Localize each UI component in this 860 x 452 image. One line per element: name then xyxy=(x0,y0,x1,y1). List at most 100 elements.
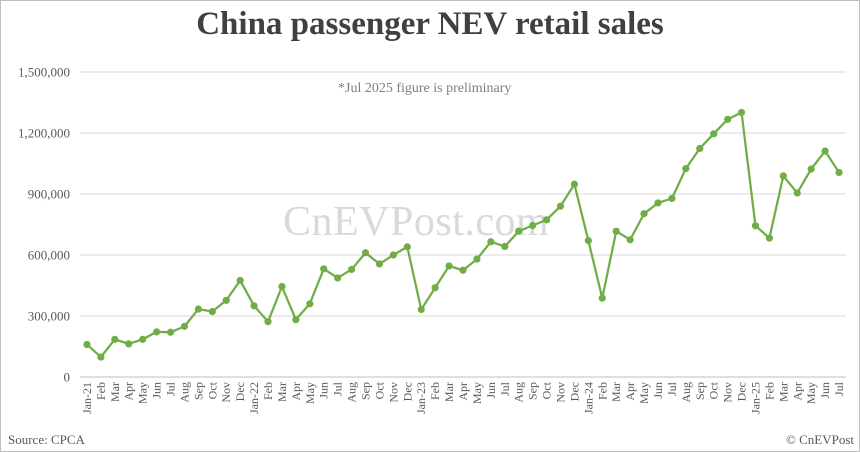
x-tick-label: Oct xyxy=(205,381,219,399)
x-tick-label: Aug xyxy=(177,382,191,403)
x-tick-label: May xyxy=(303,382,317,404)
data-point xyxy=(417,305,425,314)
x-tick-label: Oct xyxy=(707,381,721,399)
x-tick-label: Dec xyxy=(400,382,414,401)
data-point xyxy=(807,165,815,173)
data-point xyxy=(445,262,453,270)
gridlines xyxy=(80,71,846,378)
x-tick-label: Jan-25 xyxy=(748,382,762,414)
x-tick-label: Feb xyxy=(762,382,776,400)
x-tick-label: Dec xyxy=(567,382,581,401)
chart-annotation: *Jul 2025 figure is preliminary xyxy=(338,81,512,96)
data-point xyxy=(389,251,397,259)
x-tick-label: Sep xyxy=(191,382,205,400)
data-point xyxy=(306,300,314,308)
data-point xyxy=(250,302,258,310)
y-tick-label: 1,200,000 xyxy=(18,126,70,141)
x-tick-label: May xyxy=(470,382,484,404)
watermark: CnEVPost.com xyxy=(283,199,550,245)
data-point xyxy=(292,316,300,324)
x-tick-label: Jul xyxy=(164,381,178,396)
data-point xyxy=(668,194,676,203)
x-tick-label: Mar xyxy=(108,382,122,402)
data-point xyxy=(278,282,286,291)
y-axis-ticks: 0 300,000 600,000 900,000 1,200,000 1,500,000 xyxy=(18,65,70,385)
x-tick-label: May xyxy=(637,382,651,404)
x-tick-label: Aug xyxy=(345,382,359,403)
x-tick-label: Mar xyxy=(776,382,790,402)
data-point xyxy=(821,147,829,155)
data-point xyxy=(696,144,704,153)
data-point xyxy=(835,168,843,177)
data-point xyxy=(710,130,718,138)
series-line xyxy=(86,111,840,359)
data-point xyxy=(208,307,216,316)
data-point xyxy=(626,236,634,244)
x-tick-label: Feb xyxy=(261,382,275,400)
x-tick-label: Jun xyxy=(484,382,498,399)
x-tick-label: Mar xyxy=(275,382,289,402)
data-point xyxy=(166,328,175,336)
data-point xyxy=(334,274,342,282)
data-point xyxy=(403,243,411,251)
chart-title: China passenger NEV retail sales xyxy=(196,6,664,42)
y-tick-label: 600,000 xyxy=(28,248,70,263)
data-point xyxy=(598,294,606,302)
data-point xyxy=(556,202,565,210)
x-tick-label: Jan-23 xyxy=(414,382,428,414)
data-point xyxy=(737,108,746,117)
x-tick-label: Jul xyxy=(331,381,345,396)
series-points xyxy=(83,108,843,361)
x-tick-label: Feb xyxy=(428,382,442,400)
data-point xyxy=(264,318,272,326)
x-tick-label: Jan-22 xyxy=(247,382,261,414)
data-point xyxy=(515,227,523,235)
data-point xyxy=(125,340,133,348)
data-point xyxy=(654,199,662,207)
data-point xyxy=(765,234,774,242)
x-tick-label: Nov xyxy=(721,382,735,403)
x-tick-label: Jun xyxy=(150,382,164,399)
x-tick-label: Aug xyxy=(679,382,693,403)
x-tick-label: Dec xyxy=(233,382,247,401)
x-tick-label: Oct xyxy=(372,381,386,399)
x-tick-label: Mar xyxy=(442,382,456,402)
x-tick-label: Apr xyxy=(289,382,303,401)
x-tick-label: Jul xyxy=(832,381,846,396)
x-tick-label: Jul xyxy=(498,381,512,396)
x-tick-label: Apr xyxy=(790,382,804,401)
x-tick-label: Aug xyxy=(512,382,526,403)
source-note: Source: CPCA xyxy=(8,432,85,447)
data-point xyxy=(139,335,147,343)
data-point xyxy=(487,238,495,246)
data-point xyxy=(751,222,760,230)
x-tick-label: Apr xyxy=(456,382,470,401)
data-point xyxy=(529,221,537,230)
data-point xyxy=(347,265,356,274)
data-point xyxy=(97,353,105,361)
x-tick-label: Jan-21 xyxy=(80,382,94,414)
y-tick-label: 900,000 xyxy=(28,187,70,202)
x-tick-label: May xyxy=(804,382,818,404)
x-tick-label: Apr xyxy=(623,382,637,401)
data-point xyxy=(584,236,592,245)
x-tick-label: Sep xyxy=(693,382,707,400)
data-point xyxy=(236,276,244,285)
data-point xyxy=(83,340,91,349)
series-line-path xyxy=(86,111,840,359)
data-point xyxy=(724,115,732,123)
data-point xyxy=(194,305,202,313)
x-tick-label: Jul xyxy=(665,381,679,396)
x-tick-label: Jun xyxy=(651,382,665,399)
data-point xyxy=(793,189,801,197)
x-tick-label: Mar xyxy=(609,382,623,402)
x-tick-label: Dec xyxy=(735,382,749,401)
x-tick-label: Feb xyxy=(94,382,108,400)
x-tick-label: Feb xyxy=(595,382,609,400)
y-tick-label: 300,000 xyxy=(28,309,70,324)
copyright-note: © CnEVPost xyxy=(785,432,854,447)
data-point xyxy=(570,180,579,188)
x-tick-label: Nov xyxy=(219,382,233,403)
data-point xyxy=(459,266,467,274)
